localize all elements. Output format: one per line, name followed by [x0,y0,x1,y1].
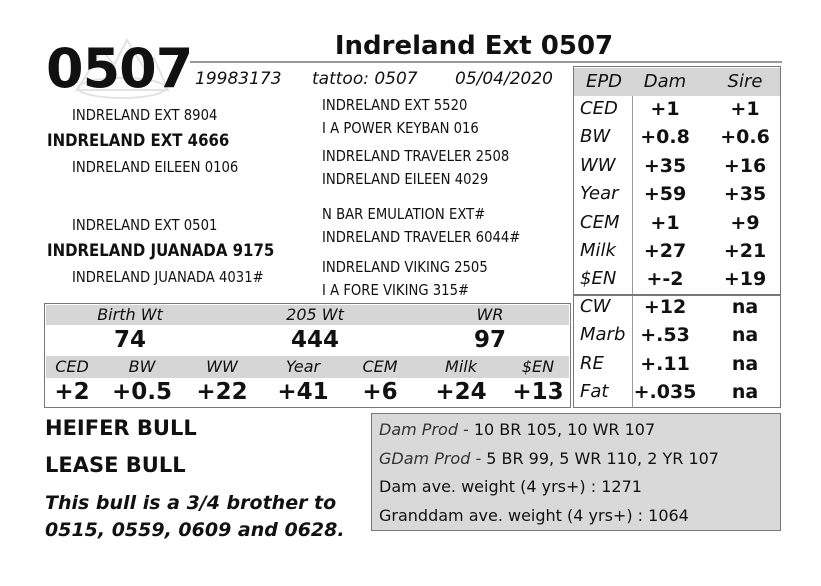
calf-epd-value: +6 [362,379,398,405]
pedigree-great: INDRELAND EXT 5520 [322,96,468,114]
epd-dam: +0.8 [640,126,690,149]
performance-header: WR [476,305,504,324]
pedigree-great: I A POWER KEYBAN 016 [322,119,479,137]
calf-epd-header: CEM [362,357,398,376]
epd-trait: WW [580,154,616,176]
production-label: GDam Prod - [379,448,482,468]
epd-trait: CEM [580,211,620,233]
production-text: Dam ave. weight (4 yrs+) : 1271 [379,477,642,496]
epd-header: Dam [643,71,687,92]
calf-epd-header: $EN [521,357,555,376]
production-box [371,413,781,531]
epd-dam: +35 [643,154,687,177]
calf-epd-header: BW [128,357,156,376]
epd-trait: Marb [580,324,626,346]
epd-divider [632,96,633,407]
epd-dam: +27 [643,240,687,262]
calf-epd-value: +13 [512,379,564,405]
epd-header-bg [574,68,780,96]
pedigree-grandsire: INDRELAND EXT 0501 [72,216,218,234]
epd-sire: na [731,296,759,318]
pedigree-great: INDRELAND TRAVELER 6044# [322,228,521,246]
calf-epd-header: CED [55,357,89,376]
epd-sire: na [731,324,759,347]
epd-sire: +16 [723,154,767,177]
tattoo: tattoo: 0507 [312,69,418,89]
production-text: 5 BR 99, 5 WR 110, 2 YR 107 [486,448,719,468]
birth-date: 05/04/2020 [455,69,553,89]
pedigree-grandsire: INDRELAND EXT 8904 [72,106,218,124]
logo-watermark [75,37,170,99]
epd-trait: RE [580,352,604,374]
epd-dam: +59 [643,183,687,206]
animal-name: Indreland Ext 0507 [334,31,614,61]
pedigree-great: INDRELAND TRAVELER 2508 [322,147,510,165]
performance-header-bg [46,305,569,325]
performance-value: 97 [473,327,507,353]
registration: 19983173 [195,69,282,89]
epd-sire: +1 [730,98,760,120]
pedigree-granddam: INDRELAND EILEEN 0106 [72,158,239,176]
calf-epd-header: WW [206,357,238,376]
production-label: Dam Prod - [379,420,469,439]
epd-trait: CW [580,296,611,317]
lot-number: 0507 [46,37,193,100]
calf-epd-header: Year [285,357,321,376]
epd-sire: na [731,381,759,404]
note: HEIFER BULL [45,416,197,440]
epd-sire: +35 [723,183,767,206]
epd-trait: Fat [580,381,609,403]
calf-epd-value: +2 [54,379,90,405]
epd-header: EPD [585,71,623,92]
performance-value: 444 [290,327,340,353]
epd-separator [574,294,780,296]
production-text: Granddam ave. weight (4 yrs+) : 1064 [379,505,689,525]
epd-sire: +9 [730,211,760,234]
pedigree-great: I A FORE VIKING 315# [322,281,470,299]
performance-header: 205 Wt [286,305,344,324]
pedigree-great: INDRELAND EILEEN 4029 [322,170,489,188]
epd-trait: BW [580,126,611,148]
epd-sire: +21 [723,240,767,262]
epd-dam: +-2 [646,268,684,291]
epd-sire: na [731,352,759,375]
epd-box [573,66,781,408]
performance-box [44,303,571,408]
calf-epd-value: +41 [277,379,329,405]
epd-trait: Milk [580,240,616,261]
remark: This bull is a 3/4 brother to 0515, 0559… [45,492,345,541]
calf-epd-value: +24 [435,379,487,405]
epd-row-header-bg [46,356,569,378]
epd-dam: +.53 [640,324,690,347]
production-text: 10 BR 105, 10 WR 107 [473,420,656,439]
calf-epd-header: Milk [445,357,477,376]
pedigree-great: INDRELAND VIKING 2505 [322,258,488,276]
epd-dam: +12 [643,296,687,318]
pedigree-granddam: INDRELAND JUANADA 4031# [72,268,264,286]
epd-sire: +0.6 [720,126,770,149]
epd-dam: +1 [650,98,680,120]
note: LEASE BULL [45,453,186,477]
epd-trait: Year [580,183,619,205]
epd-dam: +.035 [633,381,697,404]
pedigree-great: N BAR EMULATION EXT# [322,205,486,223]
epd-sire: +19 [723,268,767,291]
performance-value: 74 [113,327,147,353]
epd-dam: +.11 [640,352,690,375]
pedigree-parent: INDRELAND EXT 4666 [47,131,230,151]
calf-epd-value: +22 [196,379,248,405]
title-rule [190,61,782,63]
epd-trait: $EN [580,268,617,290]
epd-dam: +1 [650,211,680,234]
calf-epd-value: +0.5 [111,379,173,405]
performance-header: Birth Wt [97,305,163,324]
epd-header: Sire [727,71,763,92]
pedigree-parent: INDRELAND JUANADA 9175 [47,241,275,261]
epd-trait: CED [580,98,618,119]
